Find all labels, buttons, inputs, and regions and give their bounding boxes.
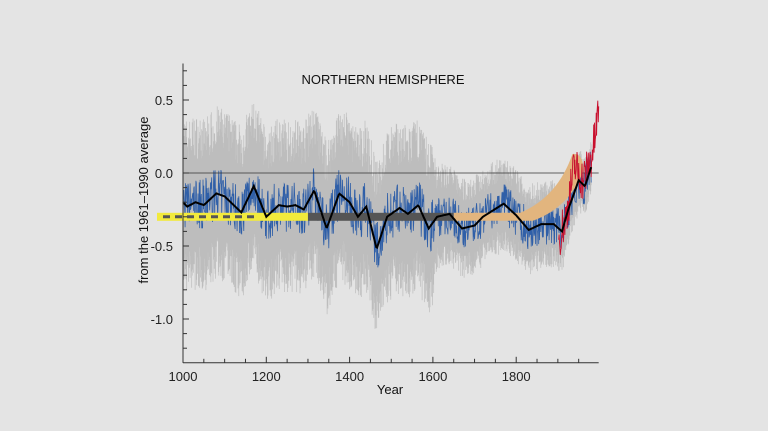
reconstruction-series — [182, 151, 592, 268]
x-tick-label: 1400 — [335, 369, 364, 384]
instrumental-series — [558, 100, 600, 255]
instrumental-line — [558, 100, 600, 255]
hockey-stick-illustration — [157, 153, 584, 221]
y-tick-label: -0.5 — [151, 239, 173, 254]
x-tick-label: 1000 — [169, 369, 198, 384]
x-tick-label: 1600 — [418, 369, 447, 384]
reconstruction-line — [182, 151, 592, 268]
smoothed-series-line — [182, 166, 593, 250]
x-axis-label: Year — [377, 382, 404, 397]
stick-shaft-yellow — [157, 212, 308, 221]
y-tick-label: -1.0 — [151, 312, 173, 327]
stick-blade — [453, 153, 584, 221]
chart-title: NORTHERN HEMISPHERE — [301, 72, 464, 87]
y-tick-label: 0.5 — [155, 93, 173, 108]
axes: 1000 1200 1400 1600 1800 0.5 0.0 -0.5 -1.0 — [151, 63, 599, 384]
y-tick-label: 0.0 — [155, 166, 173, 181]
x-tick-label: 1200 — [252, 369, 281, 384]
y-axis-label: from the 1961–1990 average — [136, 117, 151, 284]
x-tick-label: 1800 — [502, 369, 531, 384]
stick-shaft-dark — [307, 212, 454, 221]
